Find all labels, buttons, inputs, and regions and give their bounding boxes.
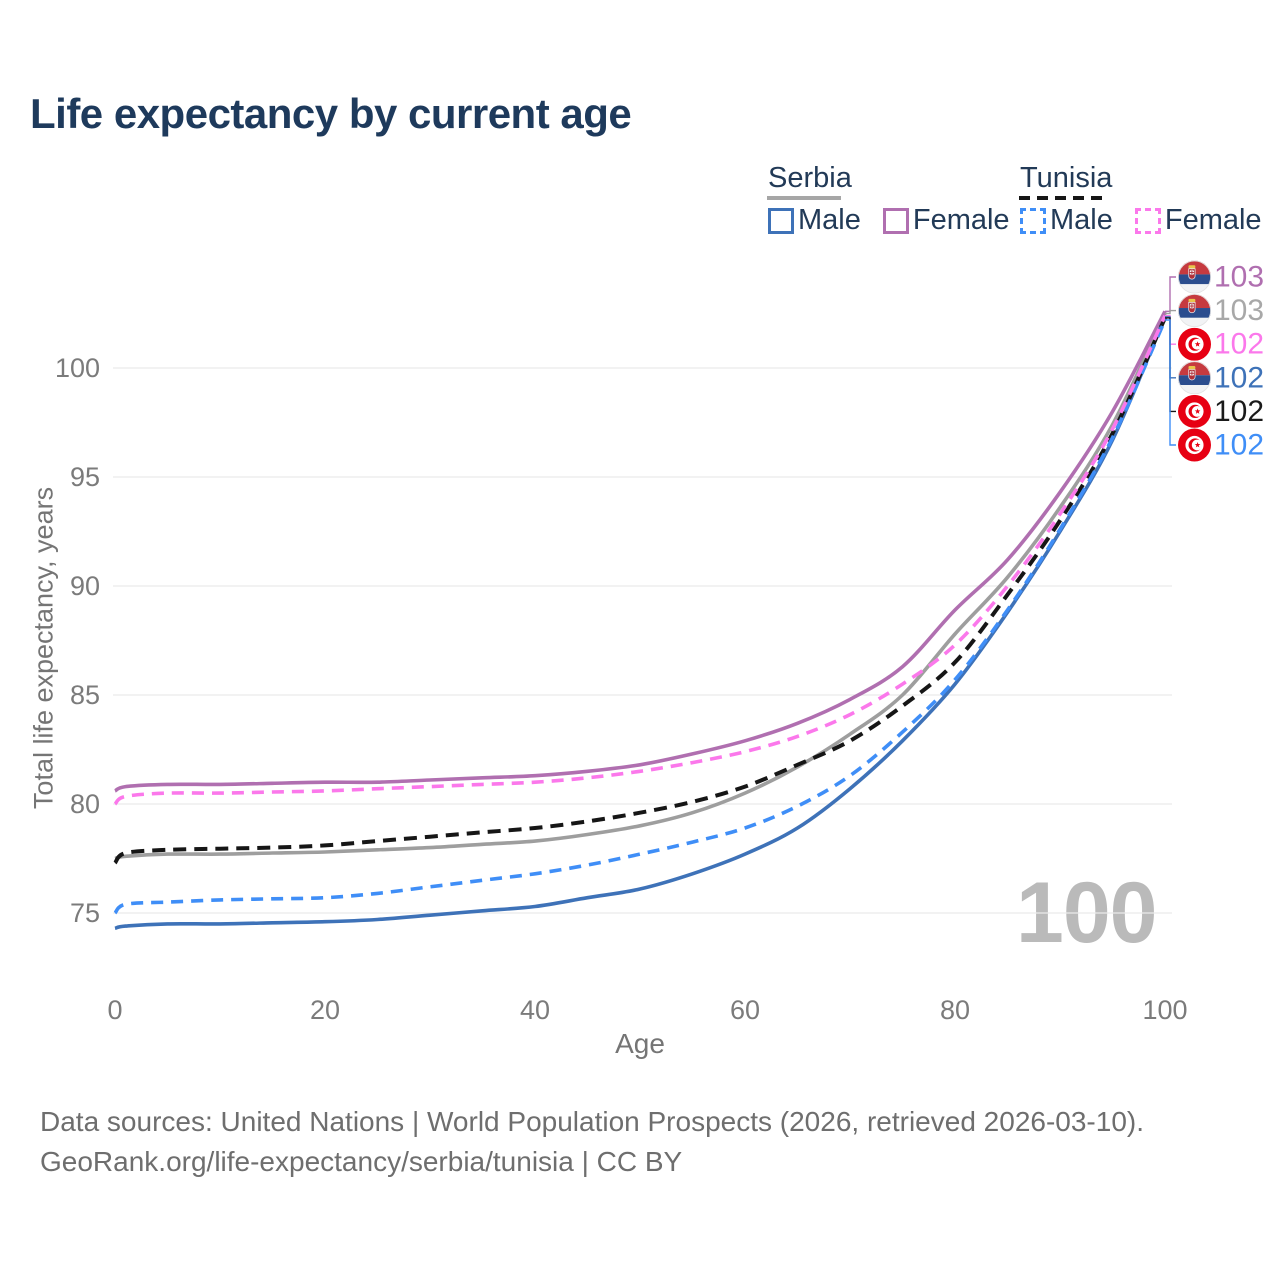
- y-tick-label: 100: [55, 353, 100, 383]
- serbia-female-swatch[interactable]: [882, 207, 909, 234]
- tunisia-female-swatch[interactable]: [1134, 207, 1161, 234]
- legend-item-serbia-male[interactable]: Male: [798, 204, 861, 236]
- footer-source-line: Data sources: United Nations | World Pop…: [40, 1106, 1145, 1137]
- x-tick-label: 0: [107, 995, 122, 1025]
- legend-item-serbia-female[interactable]: Female: [912, 204, 1010, 236]
- end-value-label-serbia-male: 102: [1214, 361, 1264, 394]
- series-line-tunisia-female: [113, 314, 1167, 806]
- y-tick-label: 75: [70, 898, 100, 928]
- legend-row-tunisia: Male Female: [1020, 204, 1262, 237]
- series-line-serbia-both: [114, 312, 1167, 861]
- serbia-flag-icon: [1178, 361, 1211, 394]
- tunisia-flag-icon: [1178, 327, 1211, 361]
- end-value-label-tunisia-both: 102: [1214, 395, 1264, 428]
- legend-group-tunisia-label[interactable]: Tunisia: [1020, 162, 1113, 194]
- serbia-line-swatch: [767, 196, 841, 200]
- serbia-flag-icon: [1178, 261, 1211, 294]
- tunisia-flag-icon: [1178, 428, 1211, 462]
- end-label-leader-line: [1165, 309, 1176, 315]
- y-tick-label: 90: [70, 571, 100, 601]
- page-title: Life expectancy by current age: [30, 90, 632, 137]
- end-value-label-serbia-female: 103: [1214, 261, 1264, 294]
- series-line-serbia-male: [114, 316, 1167, 931]
- footer-link-line: GeoRank.org/life-expectancy/serbia/tunis…: [40, 1146, 683, 1177]
- end-value-label-tunisia-female: 102: [1214, 328, 1264, 361]
- end-value-label-tunisia-male: 102: [1214, 429, 1264, 462]
- series-line-serbia-female: [114, 310, 1167, 793]
- tunisia-male-swatch[interactable]: [1020, 207, 1046, 234]
- legend-group-serbia-label[interactable]: Serbia: [768, 162, 852, 194]
- serbia-male-swatch[interactable]: [768, 207, 794, 234]
- x-tick-label: 60: [730, 995, 760, 1025]
- x-tick-label: 40: [520, 995, 550, 1025]
- series-line-tunisia-both: [113, 317, 1167, 865]
- legend-item-tunisia-female[interactable]: Female: [1164, 204, 1262, 236]
- y-axis-title: Total life expectancy, years: [28, 486, 59, 810]
- y-tick-label: 85: [70, 680, 100, 710]
- x-axis-title: Age: [615, 1028, 665, 1059]
- legend-row-serbia: Male Female: [768, 204, 1010, 237]
- y-tick-label: 95: [70, 462, 100, 492]
- x-tick-label: 20: [310, 995, 340, 1025]
- series-line-tunisia-male: [113, 319, 1167, 915]
- end-label-leader-line: [1165, 276, 1176, 312]
- y-tick-label: 80: [70, 789, 100, 819]
- serbia-flag-icon: [1178, 294, 1211, 327]
- x-tick-label: 100: [1142, 995, 1187, 1025]
- end-value-label-serbia-both: 103: [1214, 294, 1264, 327]
- tunisia-flag-icon: [1178, 394, 1211, 428]
- end-label-leader-line: [1165, 319, 1176, 446]
- x-tick-label: 80: [940, 995, 970, 1025]
- legend-item-tunisia-male[interactable]: Male: [1050, 204, 1113, 236]
- tunisia-line-swatch: [1019, 196, 1104, 200]
